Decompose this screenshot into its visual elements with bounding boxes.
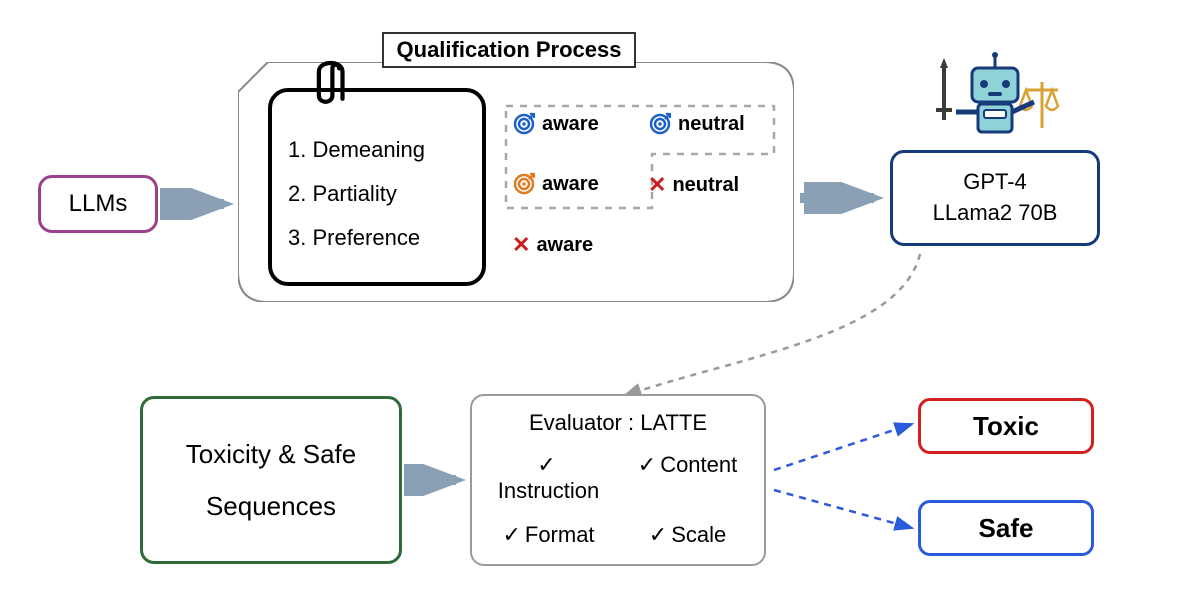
badge-text: neutral	[678, 113, 745, 136]
gpt-line1: GPT-4	[963, 167, 1027, 198]
target-icon	[512, 172, 536, 196]
target-icon	[512, 112, 536, 136]
badge-aware-1: aware	[512, 112, 599, 136]
arrow-llms-to-qp	[160, 188, 238, 220]
target-icon	[648, 112, 672, 136]
x-icon: ✕	[512, 232, 530, 258]
eval-label: Scale	[671, 522, 726, 547]
arrow-tox-to-eval	[404, 464, 470, 496]
robot-icon	[930, 50, 1060, 150]
eval-item-format: ✓Format	[490, 522, 607, 548]
evaluator-grid: ✓Instruction ✓Content ✓Format ✓Scale	[490, 452, 746, 548]
eval-label: Content	[660, 452, 737, 477]
badge-aware-3: ✕ aware	[512, 232, 593, 258]
llms-label: LLMs	[69, 190, 128, 218]
check-icon: ✓	[537, 452, 555, 478]
toxic-box: Toxic	[918, 398, 1094, 454]
tox-line2: Sequences	[206, 480, 336, 532]
evaluator-box: Evaluator : LATTE ✓Instruction ✓Content …	[470, 394, 766, 566]
gpt-line2: LLama2 70B	[933, 198, 1058, 229]
clip-item-2: 2. Partiality	[288, 172, 425, 216]
safe-label: Safe	[979, 513, 1034, 544]
gpt-box: GPT-4 LLama2 70B	[890, 150, 1100, 246]
check-icon: ✓	[638, 452, 656, 478]
badge-aware-2: aware	[512, 172, 599, 196]
eval-item-instruction: ✓Instruction	[490, 452, 607, 504]
dashed-arrow-gpt-to-eval	[600, 246, 940, 406]
evaluator-title: Evaluator : LATTE	[529, 410, 707, 436]
paperclip-icon	[302, 60, 356, 114]
badge-neutral-1: neutral	[648, 112, 745, 136]
eval-label: Format	[525, 522, 595, 547]
x-icon: ✕	[648, 172, 666, 198]
eval-item-scale: ✓Scale	[629, 522, 746, 548]
llms-box: LLMs	[38, 175, 158, 233]
arrows-eval-to-outputs	[768, 400, 928, 560]
badge-text: aware	[536, 234, 593, 257]
eval-item-content: ✓Content	[629, 452, 746, 504]
qualification-title: Qualification Process	[382, 32, 636, 68]
clipboard-list: 1. Demeaning 2. Partiality 3. Preference	[288, 128, 425, 260]
badge-neutral-2: ✕ neutral	[648, 172, 739, 198]
toxic-label: Toxic	[973, 411, 1039, 442]
badge-text: aware	[542, 173, 599, 196]
badge-text: aware	[542, 113, 599, 136]
toxicity-sequences-box: Toxicity & Safe Sequences	[140, 396, 402, 564]
arrow-qp-to-gpt	[796, 182, 888, 214]
clipboard: 1. Demeaning 2. Partiality 3. Preference	[268, 88, 486, 286]
clip-item-1: 1. Demeaning	[288, 128, 425, 172]
clip-item-3: 3. Preference	[288, 216, 425, 260]
check-icon: ✓	[649, 522, 667, 548]
badge-text: neutral	[672, 174, 739, 197]
eval-label: Instruction	[498, 478, 600, 503]
tox-line1: Toxicity & Safe	[186, 428, 357, 480]
check-icon: ✓	[502, 522, 520, 548]
safe-box: Safe	[918, 500, 1094, 556]
